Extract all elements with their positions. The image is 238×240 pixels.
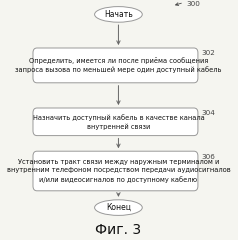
Ellipse shape — [94, 200, 142, 216]
Text: 306: 306 — [202, 154, 216, 160]
Text: Фиг. 3: Фиг. 3 — [95, 223, 142, 237]
FancyBboxPatch shape — [33, 108, 198, 136]
FancyBboxPatch shape — [33, 151, 198, 191]
Text: 304: 304 — [202, 110, 216, 116]
FancyBboxPatch shape — [33, 48, 198, 83]
Text: Начать: Начать — [104, 10, 133, 19]
Text: 302: 302 — [202, 50, 216, 56]
Text: Определить, имеется ли после приёма сообщения
запроса вызова по меньшей мере оди: Определить, имеется ли после приёма сооб… — [15, 57, 222, 73]
Text: Конец: Конец — [106, 203, 131, 212]
Text: 300: 300 — [186, 1, 200, 7]
Text: Назначить доступный кабель в качестве канала
внутренней связи: Назначить доступный кабель в качестве ка… — [33, 114, 204, 130]
Text: Установить тракт связи между наружным терминалом и
внутренним телефоном посредст: Установить тракт связи между наружным те… — [7, 159, 230, 183]
Ellipse shape — [94, 6, 142, 22]
